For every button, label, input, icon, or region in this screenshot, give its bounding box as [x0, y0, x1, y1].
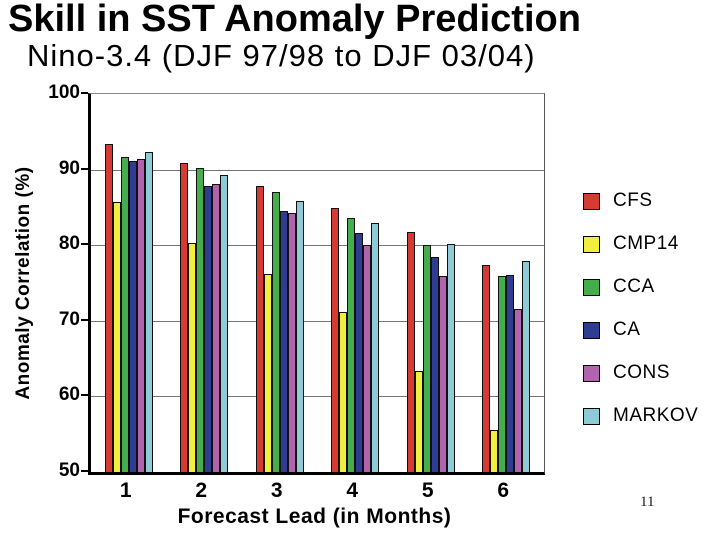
legend-swatch-cca	[583, 278, 600, 296]
bar-markov-lead3	[295, 200, 304, 472]
bar-cca-lead6	[498, 276, 507, 472]
bar-cca-lead3	[271, 191, 280, 472]
bar-ca-lead5	[430, 257, 439, 472]
legend-item-markov: MARKOV	[583, 405, 699, 426]
legend-swatch-cmp14	[583, 235, 600, 253]
slide-title: Skill in SST Anomaly Prediction	[8, 0, 581, 40]
bar-ca-lead3	[279, 211, 288, 472]
x-tick-label-2: 2	[195, 479, 208, 502]
bar-cmp14-lead2	[188, 242, 197, 472]
legend-swatch-ca	[583, 321, 600, 339]
bar-cfs-lead1	[104, 143, 113, 472]
bar-markov-lead4	[371, 223, 380, 472]
x-tick-label-4: 4	[346, 479, 359, 502]
bar-cfs-lead4	[331, 208, 340, 472]
slide-subtitle: Nino-3.4 (DJF 97/98 to DJF 03/04)	[27, 38, 536, 73]
bar-cfs-lead6	[482, 264, 491, 472]
x-tick-label-5: 5	[421, 479, 434, 502]
gridline-70	[91, 320, 544, 322]
legend-label-cmp14: CMP14	[613, 233, 679, 254]
y-tick-label-60: 60	[58, 384, 80, 406]
gridline-90	[91, 169, 544, 171]
bar-cmp14-lead4	[339, 312, 348, 472]
bar-cons-lead2	[212, 183, 221, 472]
bar-cons-lead4	[363, 245, 372, 472]
y-tick-mark-100	[81, 92, 88, 94]
legend-swatch-markov	[583, 407, 600, 425]
bar-cons-lead5	[438, 276, 447, 472]
bar-cons-lead6	[514, 309, 523, 472]
legend-swatch-cons	[583, 364, 600, 382]
bar-cmp14-lead6	[490, 430, 499, 472]
legend-label-ca: CA	[613, 319, 641, 340]
y-tick-label-90: 90	[58, 157, 80, 179]
legend-swatch-cfs	[583, 192, 600, 210]
bar-ca-lead1	[128, 161, 137, 472]
bar-markov-lead2	[220, 174, 229, 472]
legend-label-cfs: CFS	[613, 190, 653, 211]
bar-cca-lead1	[120, 156, 129, 472]
bar-cfs-lead2	[180, 162, 189, 472]
gridline-80	[91, 245, 544, 247]
bar-cons-lead1	[136, 159, 145, 472]
bar-markov-lead6	[522, 261, 531, 472]
bar-cmp14-lead5	[414, 370, 423, 472]
legend-item-cfs: CFS	[583, 190, 698, 211]
y-tick-mark-90	[81, 167, 88, 170]
bar-cfs-lead5	[406, 232, 415, 472]
page-number: 11	[640, 494, 655, 510]
legend-item-cca: CCA	[583, 276, 698, 297]
bar-cmp14-lead3	[263, 273, 272, 472]
bar-cmp14-lead1	[112, 202, 121, 472]
bar-chart-plot-area	[88, 93, 545, 475]
legend-label-cons: CONS	[613, 362, 670, 383]
bar-markov-lead1	[144, 152, 153, 472]
bar-cca-lead4	[347, 217, 356, 472]
legend-label-cca: CCA	[613, 276, 655, 297]
bar-cca-lead5	[422, 245, 431, 472]
bar-ca-lead2	[204, 186, 213, 472]
bar-cca-lead2	[196, 168, 205, 472]
bar-markov-lead5	[446, 244, 455, 472]
bar-ca-lead4	[355, 233, 364, 472]
x-axis-title: Forecast Lead (in Months)	[177, 505, 452, 528]
chart-legend: CFS CMP14 CCA CA CONS MARKOV	[583, 190, 699, 450]
y-tick-mark-60	[81, 394, 88, 397]
y-tick-label-80: 80	[58, 233, 80, 255]
bar-ca-lead6	[506, 274, 515, 472]
x-tick-label-3: 3	[270, 479, 283, 502]
x-tick-label-6: 6	[497, 479, 510, 502]
y-tick-mark-80	[81, 243, 88, 246]
legend-item-cmp14: CMP14	[583, 233, 698, 254]
x-tick-label-1: 1	[119, 479, 132, 502]
legend-label-markov: MARKOV	[613, 405, 699, 426]
bar-cfs-lead3	[255, 186, 264, 472]
bar-cons-lead3	[287, 213, 296, 472]
legend-item-cons: CONS	[583, 362, 698, 383]
y-axis-title: Anomaly Correlation (%)	[13, 166, 34, 400]
y-tick-mark-50	[81, 470, 88, 472]
gridline-60	[91, 396, 544, 398]
y-tick-mark-70	[81, 318, 88, 321]
y-tick-label-100: 100	[48, 82, 80, 103]
y-tick-label-70: 70	[58, 308, 80, 330]
y-tick-label-50: 50	[58, 460, 80, 481]
legend-item-ca: CA	[583, 319, 698, 340]
